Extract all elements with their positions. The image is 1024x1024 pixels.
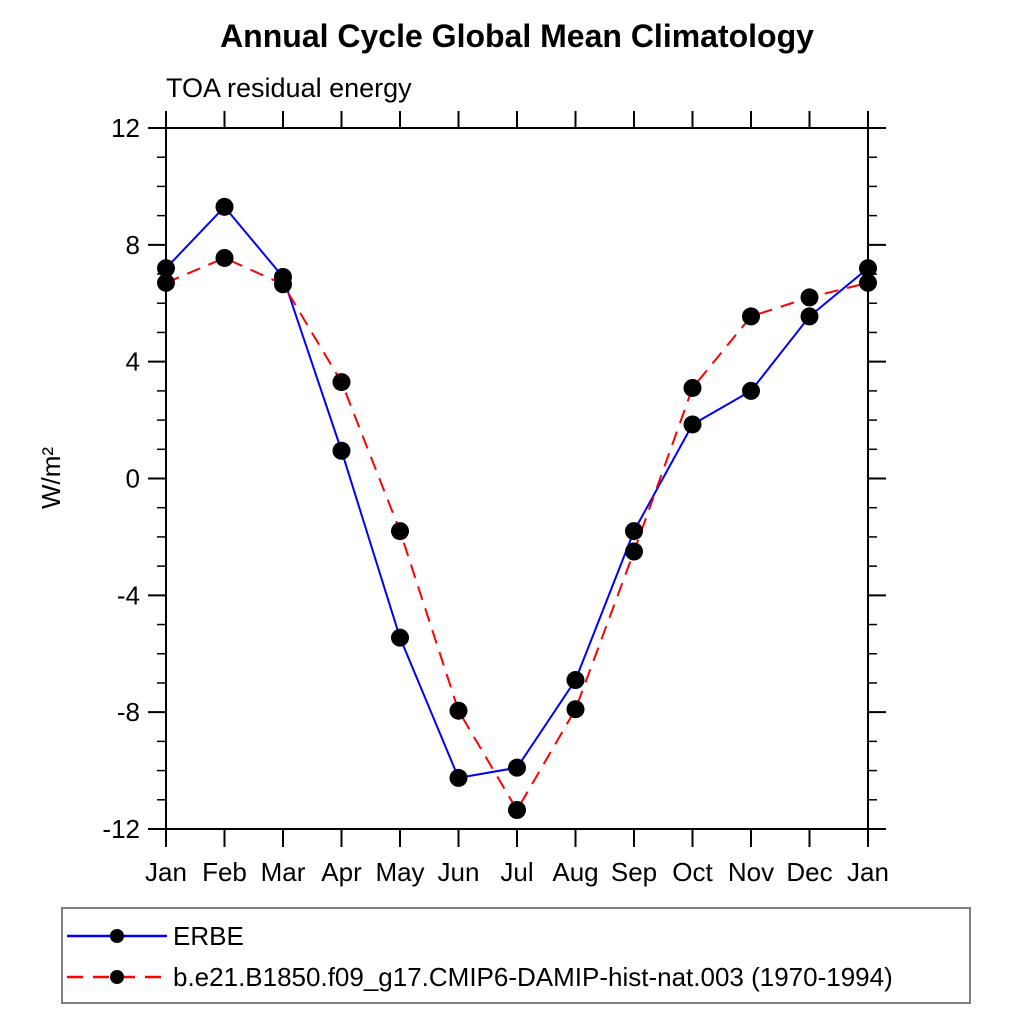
data-point-marker — [449, 768, 468, 787]
series-line-dashed — [165, 256, 869, 812]
data-point-marker — [391, 522, 409, 541]
data-point-marker — [508, 758, 526, 777]
series-line-solid — [165, 205, 869, 780]
axis-tick-labels: Jan Feb Mar Apr May Jun Jul Aug Sep Oct Nov Dec Jan-… — [102, 113, 889, 887]
plot-frame — [165, 127, 869, 830]
legend-label-model: b.e21.B1850.f09_g17.CMIP6-DAMIP-hist-nat… — [173, 962, 893, 992]
data-point-marker — [508, 801, 526, 820]
x-tick-label: Sep — [611, 857, 657, 887]
x-tick-label: Feb — [202, 857, 247, 887]
y-tick-label: -8 — [117, 697, 140, 727]
data-point-marker — [800, 288, 819, 307]
y-axis-label: W/m² — [36, 447, 66, 509]
data-point-marker — [274, 275, 292, 294]
data-point-marker — [683, 415, 702, 434]
data-point-marker — [742, 381, 760, 400]
legend-label-erbe: ERBE — [173, 921, 244, 951]
data-point-marker — [332, 441, 351, 460]
axis-ticks — [148, 111, 886, 847]
x-tick-label: Jan — [145, 857, 187, 887]
data-point-marker — [566, 671, 585, 690]
chart-title: Annual Cycle Global Mean Climatology — [220, 18, 814, 54]
y-tick-label: 4 — [126, 347, 140, 377]
legend-item-erbe: ERBE — [67, 921, 244, 951]
data-point-marker — [800, 307, 819, 326]
legend-marker-circle-icon — [110, 929, 124, 943]
x-tick-label: Jan — [847, 857, 889, 887]
legend-marker-circle-icon — [110, 970, 124, 984]
data-point-marker — [625, 522, 643, 541]
plot-series — [157, 197, 877, 820]
y-tick-label: 12 — [111, 113, 140, 143]
y-tick-label: -4 — [117, 580, 140, 610]
x-tick-label: Jul — [500, 857, 533, 887]
x-tick-label: Dec — [786, 857, 832, 887]
y-tick-label: 0 — [126, 464, 140, 494]
chart-subtitle: TOA residual energy — [166, 73, 412, 103]
legend: ERBE b.e21.B1850.f09_g17.CMIP6-DAMIP-his… — [61, 907, 971, 1004]
data-point-marker — [742, 307, 760, 326]
data-point-marker — [391, 628, 409, 647]
data-point-marker — [625, 542, 643, 561]
y-tick-label: 8 — [126, 230, 140, 260]
data-point-marker — [449, 701, 468, 720]
x-tick-label: Oct — [672, 857, 713, 887]
data-point-marker — [215, 197, 234, 216]
x-tick-label: Jun — [438, 857, 480, 887]
data-point-marker — [683, 378, 702, 397]
data-point-marker — [215, 248, 234, 267]
x-tick-label: Aug — [552, 857, 598, 887]
data-point-marker — [332, 373, 351, 392]
x-tick-label: Nov — [728, 857, 774, 887]
legend-box — [61, 907, 971, 1004]
y-tick-label: -12 — [102, 814, 140, 844]
x-tick-label: Mar — [261, 857, 306, 887]
legend-item-model: b.e21.B1850.f09_g17.CMIP6-DAMIP-hist-nat… — [67, 962, 893, 992]
data-point-marker — [566, 700, 585, 719]
x-tick-label: Apr — [321, 857, 362, 887]
x-tick-label: May — [375, 857, 424, 887]
